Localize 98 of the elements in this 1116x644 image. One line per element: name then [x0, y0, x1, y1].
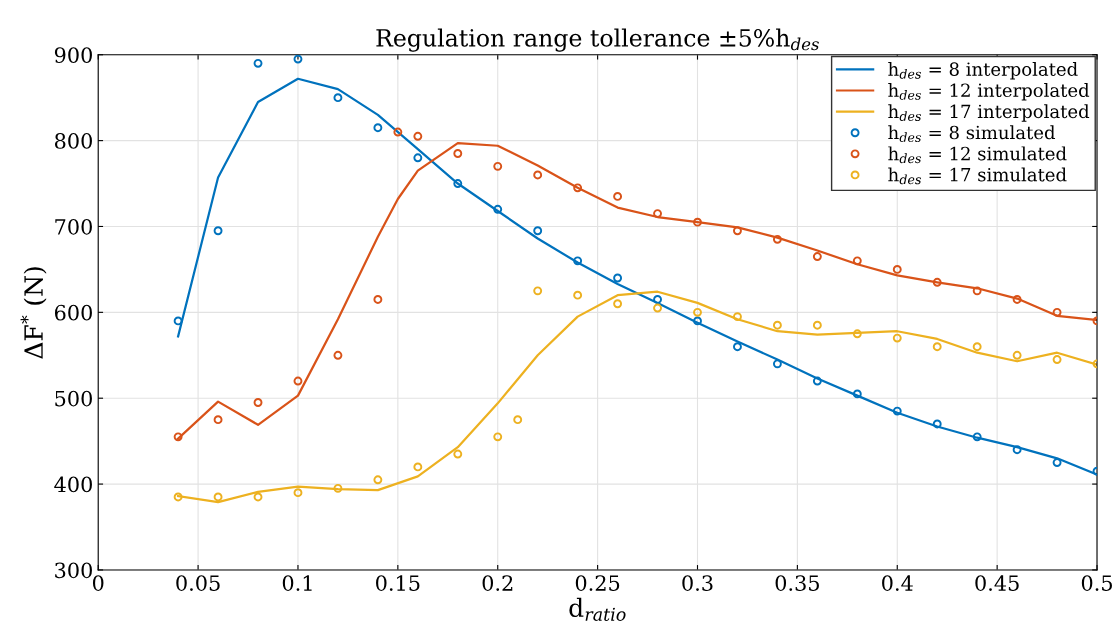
point: [733, 312, 742, 322]
point: [333, 350, 343, 360]
point: [573, 256, 583, 266]
point: [653, 295, 662, 304]
point: [293, 488, 303, 498]
chart-title: Regulation range tollerance ±5%h$_{des}$: [376, 28, 819, 52]
point: [693, 217, 702, 227]
point: [892, 333, 902, 343]
point: [513, 415, 523, 425]
point: [812, 320, 822, 330]
x-axis-title: d$_{ratio}$: [569, 597, 626, 621]
x-tick-label: 0: [92, 575, 104, 591]
legend-label: h$_{des}$ = 12 simulated: [888, 146, 1067, 164]
point: [293, 54, 303, 64]
point: [413, 131, 423, 141]
legend-label: h$_{des}$ = 8 simulated: [888, 125, 1056, 143]
point: [772, 234, 782, 244]
point: [972, 286, 982, 296]
point: [413, 153, 423, 163]
x-tick-label: 0.5: [1081, 575, 1112, 591]
point: [852, 256, 862, 266]
point: [892, 264, 902, 274]
point: [1052, 458, 1062, 468]
point: [613, 273, 623, 283]
point: [1012, 445, 1022, 455]
point: [1052, 307, 1062, 317]
point: [892, 406, 902, 416]
point: [333, 483, 343, 493]
point: [932, 277, 942, 287]
point: [453, 149, 463, 158]
point: [373, 475, 383, 485]
x-tick-label: 0.1: [282, 575, 312, 591]
point: [493, 204, 503, 214]
x-tick-label: 0.15: [376, 575, 420, 591]
point: [852, 329, 862, 339]
y-tick-label: 600: [54, 304, 92, 321]
point: [533, 226, 543, 236]
point: [373, 295, 383, 304]
point: [533, 170, 543, 180]
point: [213, 415, 223, 425]
x-tick-label: 0.45: [975, 575, 1019, 591]
point: [453, 179, 463, 188]
point: [613, 191, 623, 201]
point: [333, 93, 343, 103]
legend-label: h$_{des}$ = 17 interpolated: [888, 104, 1090, 122]
x-tick-label: 0.05: [176, 575, 220, 591]
point: [493, 432, 503, 442]
point: [772, 320, 782, 330]
legend-label: h$_{des}$ = 17 simulated: [888, 167, 1067, 185]
point: [213, 492, 223, 502]
point: [733, 342, 742, 352]
point: [253, 398, 263, 407]
legend-label: h$_{des}$ = 8 interpolated: [888, 61, 1078, 80]
point: [653, 303, 662, 313]
point: [852, 389, 862, 399]
point: [812, 376, 822, 386]
point: [493, 161, 503, 171]
point: [293, 376, 303, 386]
point: [173, 316, 183, 326]
x-tick-label: 0.3: [682, 575, 713, 591]
point: [1012, 350, 1022, 360]
y-tick-label: 500: [55, 390, 92, 407]
point: [972, 432, 982, 442]
y-axis-title: ΔF$^{*}$ (N): [20, 267, 47, 359]
x-tick-label: 0.25: [575, 575, 620, 591]
y-tick-label: 400: [54, 476, 92, 493]
point: [1012, 295, 1022, 304]
point: [693, 307, 702, 317]
point: [733, 226, 742, 236]
y-tick-label: 700: [55, 218, 92, 235]
point: [693, 316, 702, 326]
point: [173, 492, 183, 502]
point: [213, 226, 223, 236]
point: [653, 209, 662, 219]
point: [573, 290, 583, 300]
point: [972, 342, 982, 352]
point: [533, 286, 543, 296]
x-tick-label: 0.35: [775, 575, 819, 591]
point: [373, 123, 383, 133]
point: [253, 58, 263, 68]
y-tick-label: 300: [55, 562, 92, 579]
point: [413, 462, 423, 472]
point: [393, 127, 403, 137]
x-tick-label: 0.2: [482, 575, 513, 591]
point: [453, 449, 463, 459]
point: [812, 252, 822, 261]
y-tick-label: 800: [54, 133, 92, 149]
legend-label: h$_{des}$ = 12 interpolated: [888, 83, 1090, 101]
point: [173, 432, 183, 442]
x-tick-label: 0.4: [882, 575, 913, 591]
point: [932, 342, 942, 352]
point: [613, 299, 623, 309]
point: [573, 183, 583, 193]
point: [1052, 355, 1062, 365]
point: [253, 492, 263, 502]
y-tick-label: 900: [54, 47, 92, 63]
point: [772, 359, 782, 369]
point: [932, 419, 942, 429]
